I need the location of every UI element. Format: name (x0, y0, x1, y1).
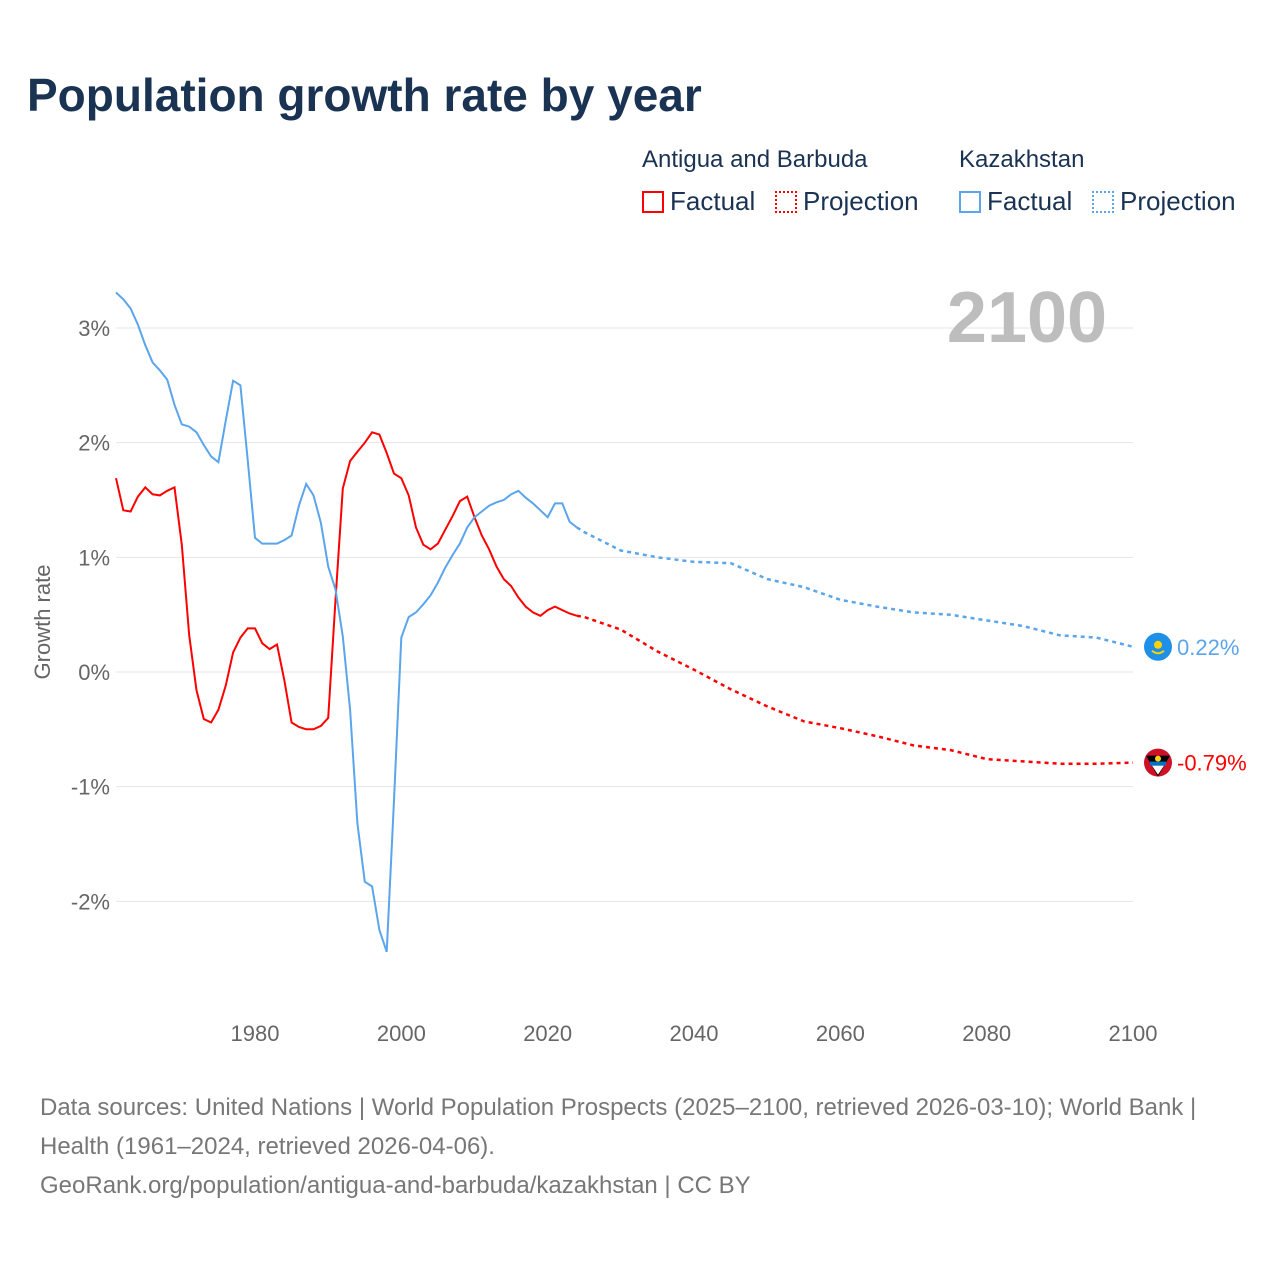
x-tick-label: 1980 (231, 1021, 280, 1046)
legend-swatch-solid (642, 190, 664, 213)
x-tick-label: 2060 (816, 1021, 865, 1046)
flag-sun (1154, 640, 1162, 649)
legend-kazakhstan-projection[interactable]: Projection (1092, 186, 1236, 217)
x-tick-label: 2080 (962, 1021, 1011, 1046)
legend-antigua-projection[interactable]: Projection (775, 186, 919, 217)
end-label-kazakhstan: 0.22% (1177, 635, 1239, 660)
legend-kazakhstan-factual[interactable]: Factual (959, 186, 1072, 217)
y-tick-label: -2% (71, 889, 110, 914)
legend-group-kazakhstan: Kazakhstan (959, 146, 1085, 173)
y-tick-label: 3% (78, 316, 110, 341)
y-axis-label: Growth rate (30, 565, 55, 680)
legend-swatch-dotted (1092, 190, 1114, 213)
y-tick-label: 2% (78, 431, 110, 456)
line-antigua-projection (576, 614, 1134, 765)
y-tick-label: 1% (78, 545, 110, 570)
legend-label: Projection (1120, 186, 1236, 216)
source-link[interactable]: GeoRank.org/population/antigua-and-barbu… (40, 1172, 751, 1199)
legend-label: Factual (987, 186, 1073, 216)
legend-group-antigua: Antigua and Barbuda (642, 146, 868, 173)
x-tick-label: 2100 (1109, 1021, 1158, 1046)
chart-title: Population growth rate by year (27, 69, 702, 121)
legend-label: Projection (803, 186, 919, 216)
end-label-antigua: -0.79% (1177, 751, 1247, 776)
flag-blue-band (1150, 761, 1166, 766)
data-sources: Data sources: United Nations | World Pop… (40, 1094, 1197, 1160)
legend-label: Factual (670, 186, 756, 216)
legend-swatch-dotted (775, 190, 797, 213)
flag-eagle (1151, 649, 1165, 655)
current-year-label: 2100 (947, 278, 1107, 358)
x-tick-label: 2040 (670, 1021, 719, 1046)
line-kazakhstan-projection (576, 526, 1134, 649)
footer: Data sources: United Nations | World Pop… (40, 1088, 1240, 1205)
line-kazakhstan-factual (115, 291, 578, 953)
x-tick-label: 2020 (523, 1021, 572, 1046)
flag-white (1152, 765, 1164, 775)
y-tick-label: -1% (71, 775, 110, 800)
legend-swatch-solid (959, 190, 981, 213)
x-tick-label: 2000 (377, 1021, 426, 1046)
legend-antigua-factual[interactable]: Factual (642, 186, 755, 217)
y-tick-label: 0% (78, 660, 110, 685)
flag-sun (1155, 755, 1161, 762)
line-antigua-factual (115, 431, 578, 731)
